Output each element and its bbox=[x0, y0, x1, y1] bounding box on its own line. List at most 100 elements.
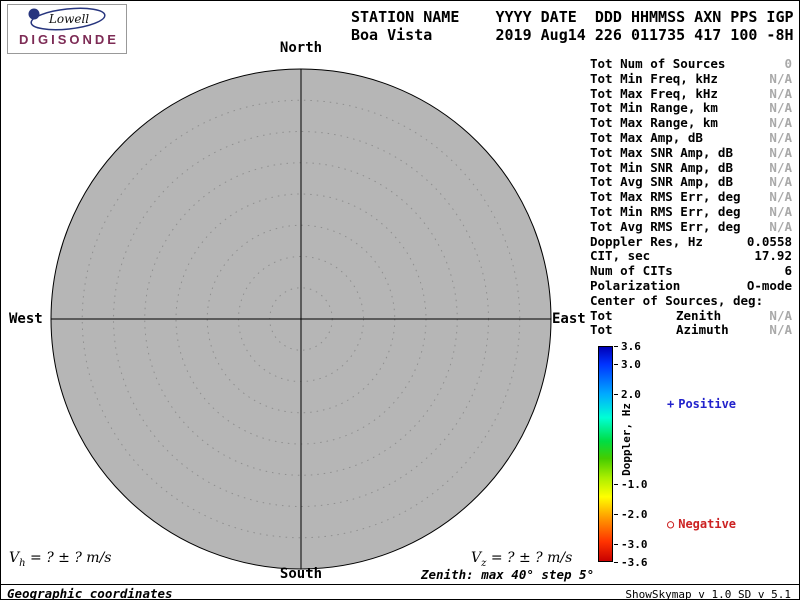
param-label: Tot Avg SNR Amp, dB bbox=[590, 174, 733, 190]
compass-label-east: East bbox=[552, 311, 586, 327]
zenith-scale-note: Zenith: max 40° step 5° bbox=[421, 567, 595, 582]
param-value: N/A bbox=[769, 218, 792, 234]
param-label: Tot Max Freq, kHz bbox=[590, 85, 718, 101]
param-row: Polarization O-mode bbox=[590, 277, 792, 294]
param-value: N/A bbox=[769, 115, 792, 131]
param-value: 6 bbox=[784, 263, 792, 279]
param-value: O-mode bbox=[746, 277, 792, 293]
negative-doppler-legend: ○ Negative bbox=[667, 517, 736, 531]
logo-brand-text: Lowell bbox=[48, 12, 89, 26]
header-station-values: Boa Vista 2019 Aug14 226 011735 417 100 … bbox=[351, 26, 794, 44]
param-row: CIT, sec 17.92 bbox=[590, 249, 792, 264]
tick-mark bbox=[614, 345, 618, 347]
tick-mark bbox=[614, 513, 618, 515]
tick-label: -2.0 bbox=[621, 507, 648, 521]
negative-label-text: Negative bbox=[678, 517, 737, 531]
status-bar: Geographic coordinates ShowSkymap v 1.0 … bbox=[1, 584, 799, 600]
tick-label: -3.6 bbox=[621, 555, 648, 569]
param-value: N/A bbox=[769, 189, 792, 205]
vh-subscript: h bbox=[19, 557, 26, 569]
param-row: Tot Max SNR Amp, dB N/A bbox=[590, 144, 792, 161]
compass-label-south: South bbox=[279, 566, 323, 582]
logo-graphic: Lowell DIGISONDE bbox=[19, 7, 119, 47]
circle-marker-icon: ○ bbox=[667, 517, 675, 531]
tick-mark bbox=[614, 393, 618, 395]
colorbar-tick: 3.0 bbox=[614, 357, 641, 371]
tick-mark bbox=[614, 543, 618, 545]
colorbar-tick: -1.0 bbox=[614, 477, 648, 491]
param-row: Center of Sources, deg: bbox=[590, 292, 792, 309]
param-label: Tot bbox=[590, 322, 613, 338]
param-label: Tot Max RMS Err, deg bbox=[590, 189, 741, 205]
positive-doppler-legend: + Positive bbox=[667, 397, 736, 411]
tick-mark bbox=[614, 483, 618, 485]
horizontal-velocity-readout: Vh = ? ± ? m/s bbox=[9, 550, 111, 569]
param-value: 0 bbox=[784, 56, 792, 71]
param-value: N/A bbox=[769, 100, 792, 116]
param-label: Tot bbox=[590, 307, 613, 323]
param-row: Tot Min SNR Amp, dB N/A bbox=[590, 159, 792, 176]
logo-ellipse-icon bbox=[30, 7, 106, 31]
parameter-panel: Tot Num of Sources 0 Tot Min Freq, kHz N/A… bbox=[590, 56, 792, 338]
colorbar-tick: 3.6 bbox=[614, 339, 641, 353]
colorbar-tick: -3.0 bbox=[614, 537, 648, 551]
param-value: N/A bbox=[769, 85, 792, 101]
param-value: N/A bbox=[769, 144, 792, 160]
vz-symbol: V bbox=[471, 550, 482, 566]
param-value: N/A bbox=[769, 159, 792, 175]
param-label: Tot Max Amp, dB bbox=[590, 129, 703, 145]
header-column-titles: STATION NAME YYYY DATE DDD HHMMSS AXN PP… bbox=[351, 8, 794, 26]
lowell-digisonde-logo: Lowell DIGISONDE bbox=[7, 4, 127, 54]
tick-label: -1.0 bbox=[621, 477, 648, 491]
param-sublabel: Zenith bbox=[676, 307, 722, 323]
param-value: N/A bbox=[769, 203, 792, 219]
param-label: Tot Min SNR Amp, dB bbox=[590, 159, 733, 175]
param-sublabel: Azimuth bbox=[676, 322, 729, 338]
compass-label-north: North bbox=[279, 40, 323, 56]
vz-subscript: z bbox=[481, 557, 487, 569]
param-row: Tot Max Freq, kHz N/A bbox=[590, 85, 792, 102]
param-value: N/A bbox=[769, 129, 792, 145]
param-label: Tot Max Range, km bbox=[590, 115, 718, 131]
tick-label: 2.0 bbox=[621, 387, 641, 401]
vh-value: = ? ± ? m/s bbox=[25, 550, 112, 566]
param-row: Tot Zenith N/A bbox=[590, 307, 792, 324]
param-row: Tot Min Range, km N/A bbox=[590, 101, 792, 116]
plus-marker-icon: + bbox=[667, 397, 675, 411]
coordinate-system-note: Geographic coordinates bbox=[7, 586, 173, 600]
param-row: Tot Min Freq, kHz N/A bbox=[590, 70, 792, 87]
param-row: Num of CITs 6 bbox=[590, 263, 792, 279]
colorbar-tick: 2.0 bbox=[614, 387, 641, 401]
vertical-velocity-readout: Vz = ? ± ? m/s bbox=[471, 550, 572, 569]
param-label: Center of Sources, deg: bbox=[590, 292, 764, 308]
param-value: N/A bbox=[769, 174, 792, 190]
logo-product-text: DIGISONDE bbox=[19, 32, 119, 47]
param-row: Tot Avg SNR Amp, dB N/A bbox=[590, 175, 792, 190]
param-label: Tot Num of Sources bbox=[590, 56, 726, 71]
param-label: Polarization bbox=[590, 277, 681, 293]
tick-mark bbox=[614, 363, 618, 365]
param-label: Tot Min RMS Err, deg bbox=[590, 203, 741, 219]
param-label: Doppler Res, Hz bbox=[590, 233, 703, 249]
param-label: Tot Max SNR Amp, dB bbox=[590, 144, 733, 160]
param-value: 0.0558 bbox=[746, 233, 792, 249]
param-label: Num of CITs bbox=[590, 263, 673, 279]
param-value: N/A bbox=[769, 70, 792, 86]
param-row: Tot Max RMS Err, deg N/A bbox=[590, 189, 792, 205]
colorbar-tick: -3.6 bbox=[614, 555, 648, 569]
param-label: Tot Min Freq, kHz bbox=[590, 70, 718, 86]
colorbar-tick: -2.0 bbox=[614, 507, 648, 521]
header-block: STATION NAME YYYY DATE DDD HHMMSS AXN PP… bbox=[351, 8, 794, 44]
param-label: Tot Avg RMS Err, deg bbox=[590, 218, 741, 234]
tick-label: 3.0 bbox=[621, 357, 641, 371]
compass-label-west: West bbox=[9, 311, 43, 327]
app-version-text: ShowSkymap v 1.0 SD v 5.1 bbox=[625, 588, 791, 600]
vh-symbol: V bbox=[9, 550, 20, 566]
param-row: Tot Avg RMS Err, deg N/A bbox=[590, 218, 792, 235]
param-row: Tot Min RMS Err, deg N/A bbox=[590, 203, 792, 220]
param-row: Tot Max Amp, dB N/A bbox=[590, 129, 792, 146]
doppler-colorbar bbox=[598, 346, 613, 562]
param-label: Tot Min Range, km bbox=[590, 100, 718, 116]
colorbar-axis-title: Doppler, Hz bbox=[620, 403, 633, 476]
